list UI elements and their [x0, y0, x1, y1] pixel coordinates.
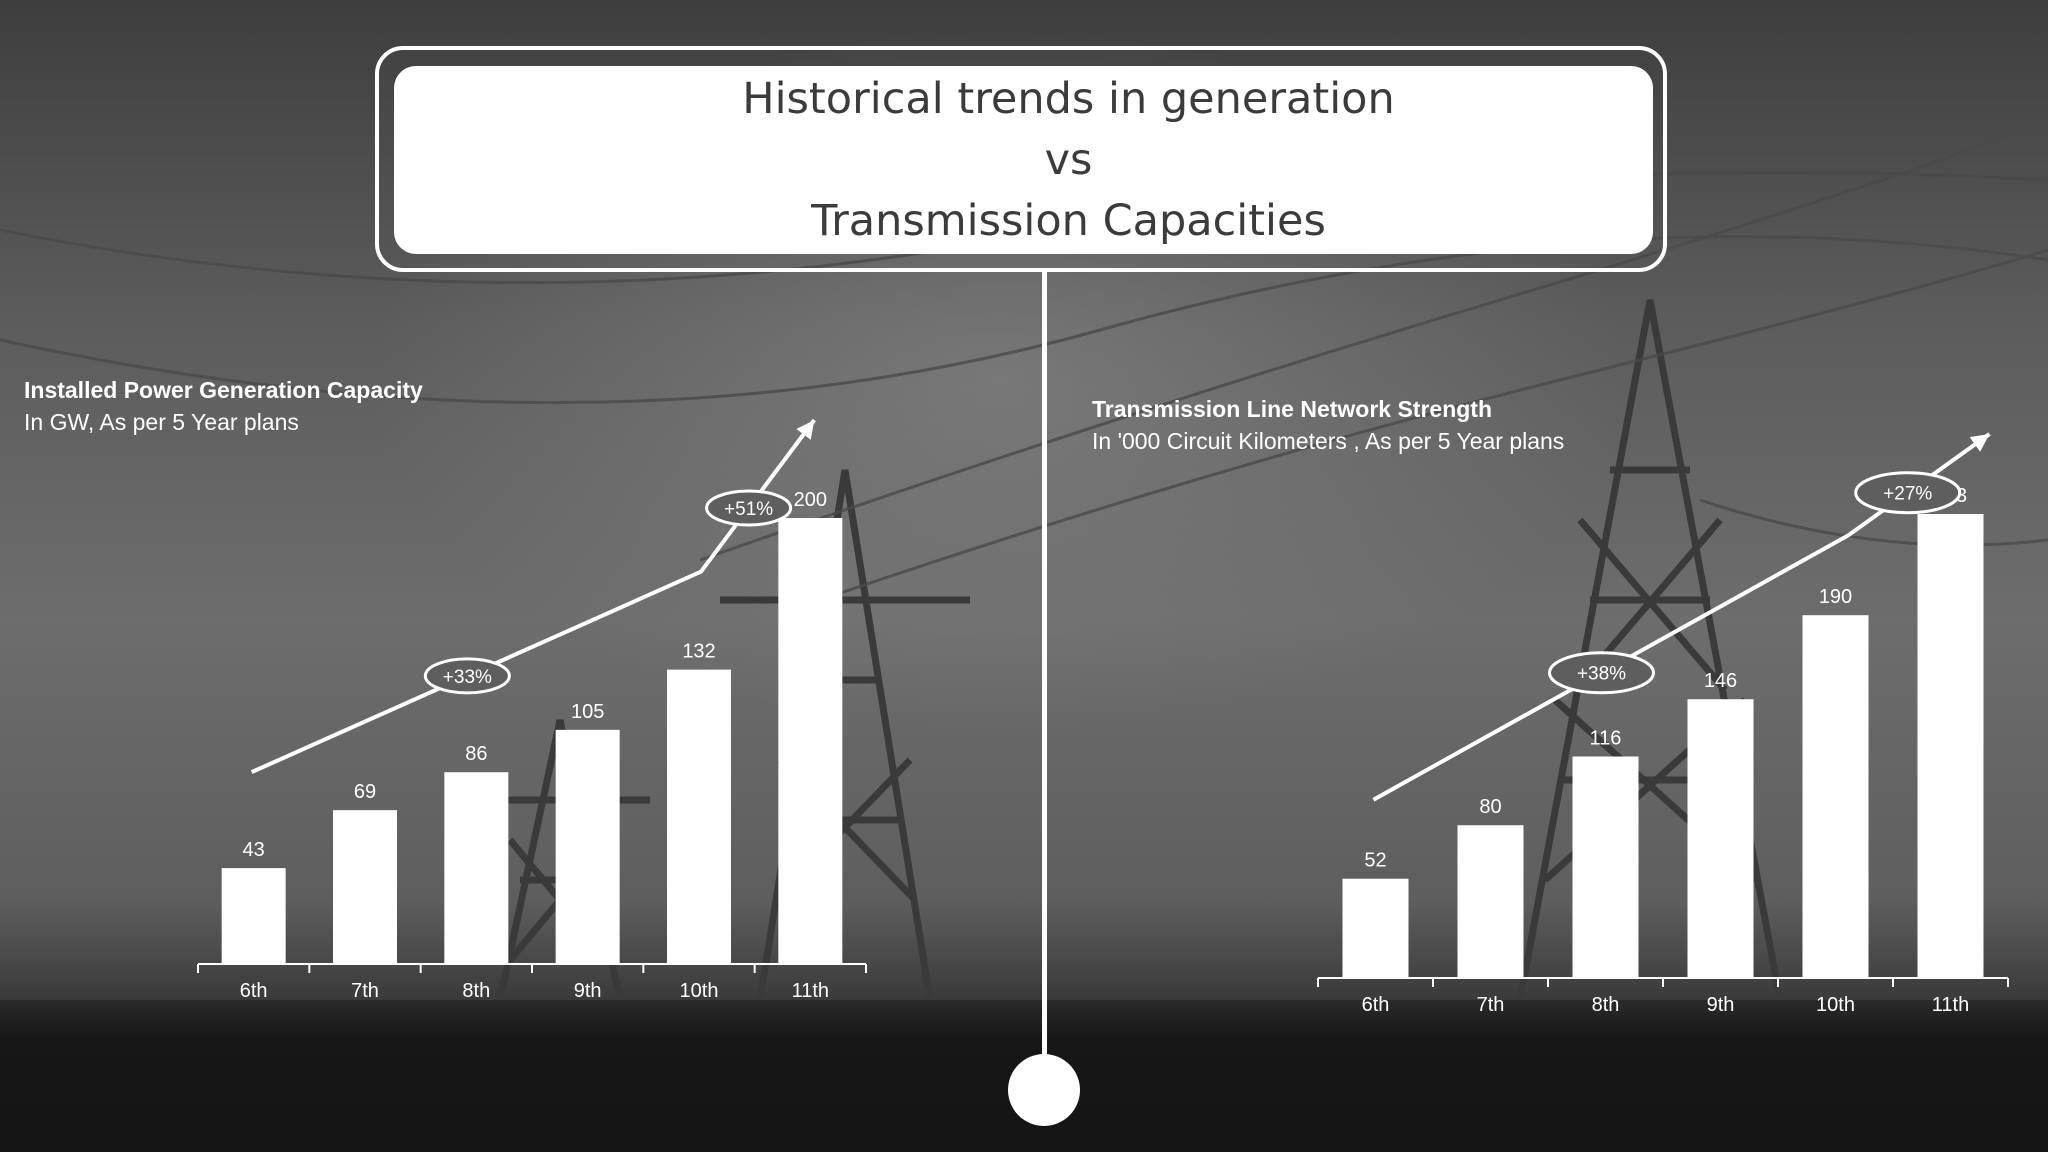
transmission-chart-subtitle: In '000 Circuit Kilometers , As per 5 Ye…	[1092, 428, 1565, 454]
title-line-3: Transmission Capacities	[811, 195, 1326, 246]
title-line-2: vs	[1044, 134, 1093, 185]
transmission-data-label-6th: 52	[1364, 850, 1386, 872]
generation-growth-label-2: +51%	[724, 499, 773, 520]
generation-growth-oval-2	[705, 489, 793, 527]
generation-plot: 43 6th 69 7th 86 8th 105 9th 132 10th 200 11th +33% +…	[197, 418, 867, 1002]
transmission-category-label-9th: 9th	[1707, 994, 1735, 1016]
generation-bar-6th	[221, 868, 286, 964]
transmission-category-label-10th: 10th	[1816, 994, 1855, 1016]
transmission-category-label-8th: 8th	[1592, 994, 1620, 1016]
title-frame	[375, 46, 1667, 272]
transmission-data-label-8th: 116	[1590, 728, 1622, 750]
transmission-bar-9th	[1687, 699, 1754, 978]
transmission-bar-8th	[1572, 756, 1639, 978]
title-box: Historical trends in generation vs Trans…	[394, 66, 1653, 254]
power-line-2	[0, 235, 2048, 405]
power-line-4	[819, 248, 2048, 602]
generation-data-label-6th: 43	[243, 839, 265, 861]
transmission-bar-7th	[1457, 825, 1524, 978]
generation-bar-11th	[778, 518, 843, 964]
generation-growth-label-1: +33%	[443, 667, 492, 688]
transmission-growth-oval-1	[1548, 651, 1655, 695]
transmission-data-label-9th: 146	[1704, 670, 1737, 692]
generation-category-label-6th: 6th	[240, 980, 268, 1002]
transmission-bar-11th	[1917, 514, 1984, 978]
power-line-3	[699, 118, 2048, 562]
timeline-connector	[1042, 272, 1047, 1054]
generation-bar-7th	[333, 810, 397, 964]
generation-growth-oval-1	[423, 657, 511, 695]
tower-center	[720, 469, 970, 1001]
transmission-bar-6th	[1342, 878, 1409, 978]
generation-chart-title: Installed Power Generation Capacity	[24, 377, 423, 403]
generation-trend-arrow	[250, 418, 816, 774]
generation-chart-heading: Installed Power Generation Capacity In G…	[24, 374, 423, 438]
generation-category-label-8th: 8th	[462, 980, 490, 1002]
generation-data-label-10th: 132	[682, 641, 715, 663]
generation-category-label-7th: 7th	[351, 980, 379, 1002]
generation-trend-arrowhead	[796, 420, 815, 440]
transmission-trend-arrow	[1372, 432, 1991, 802]
generation-data-label-9th: 105	[571, 701, 604, 723]
transmission-trend-arrowhead	[1969, 434, 1990, 452]
generation-category-label-11th: 11th	[792, 980, 829, 1002]
generation-category-label-9th: 9th	[574, 980, 602, 1002]
transmission-chart-title: Transmission Line Network Strength	[1092, 396, 1493, 422]
transmission-bar-10th	[1802, 615, 1869, 978]
transmission-chart-heading: Transmission Line Network Strength In '0…	[1092, 393, 1564, 457]
transmission-growth-label-2: +27%	[1883, 484, 1932, 505]
generation-category-label-10th: 10th	[680, 980, 719, 1002]
transmission-growth-oval-2	[1854, 471, 1962, 515]
generation-data-label-7th: 69	[354, 781, 376, 803]
transmission-category-label-11th: 11th	[1932, 994, 1969, 1016]
generation-data-label-11th: 200	[794, 489, 827, 511]
transmission-category-label-7th: 7th	[1477, 994, 1505, 1016]
transmission-data-label-10th: 190	[1819, 586, 1852, 608]
title-line-1: Historical trends in generation	[742, 73, 1395, 124]
generation-bar-8th	[444, 772, 509, 964]
generation-chart-subtitle: In GW, As per 5 Year plans	[24, 409, 299, 435]
generation-bar-9th	[555, 729, 620, 964]
transmission-category-label-6th: 6th	[1362, 994, 1390, 1016]
generation-bar-10th	[667, 669, 731, 964]
transmission-data-label-7th: 80	[1479, 796, 1501, 818]
generation-data-label-8th: 86	[465, 743, 487, 765]
timeline-end-dot	[1008, 1054, 1080, 1126]
tower-right	[1516, 299, 1784, 1001]
transmission-growth-label-1: +38%	[1577, 664, 1626, 685]
power-line-5	[1699, 498, 2048, 547]
transmission-plot: 526th807th1168th1469th19010th24311th+38%…	[1317, 432, 2009, 1016]
